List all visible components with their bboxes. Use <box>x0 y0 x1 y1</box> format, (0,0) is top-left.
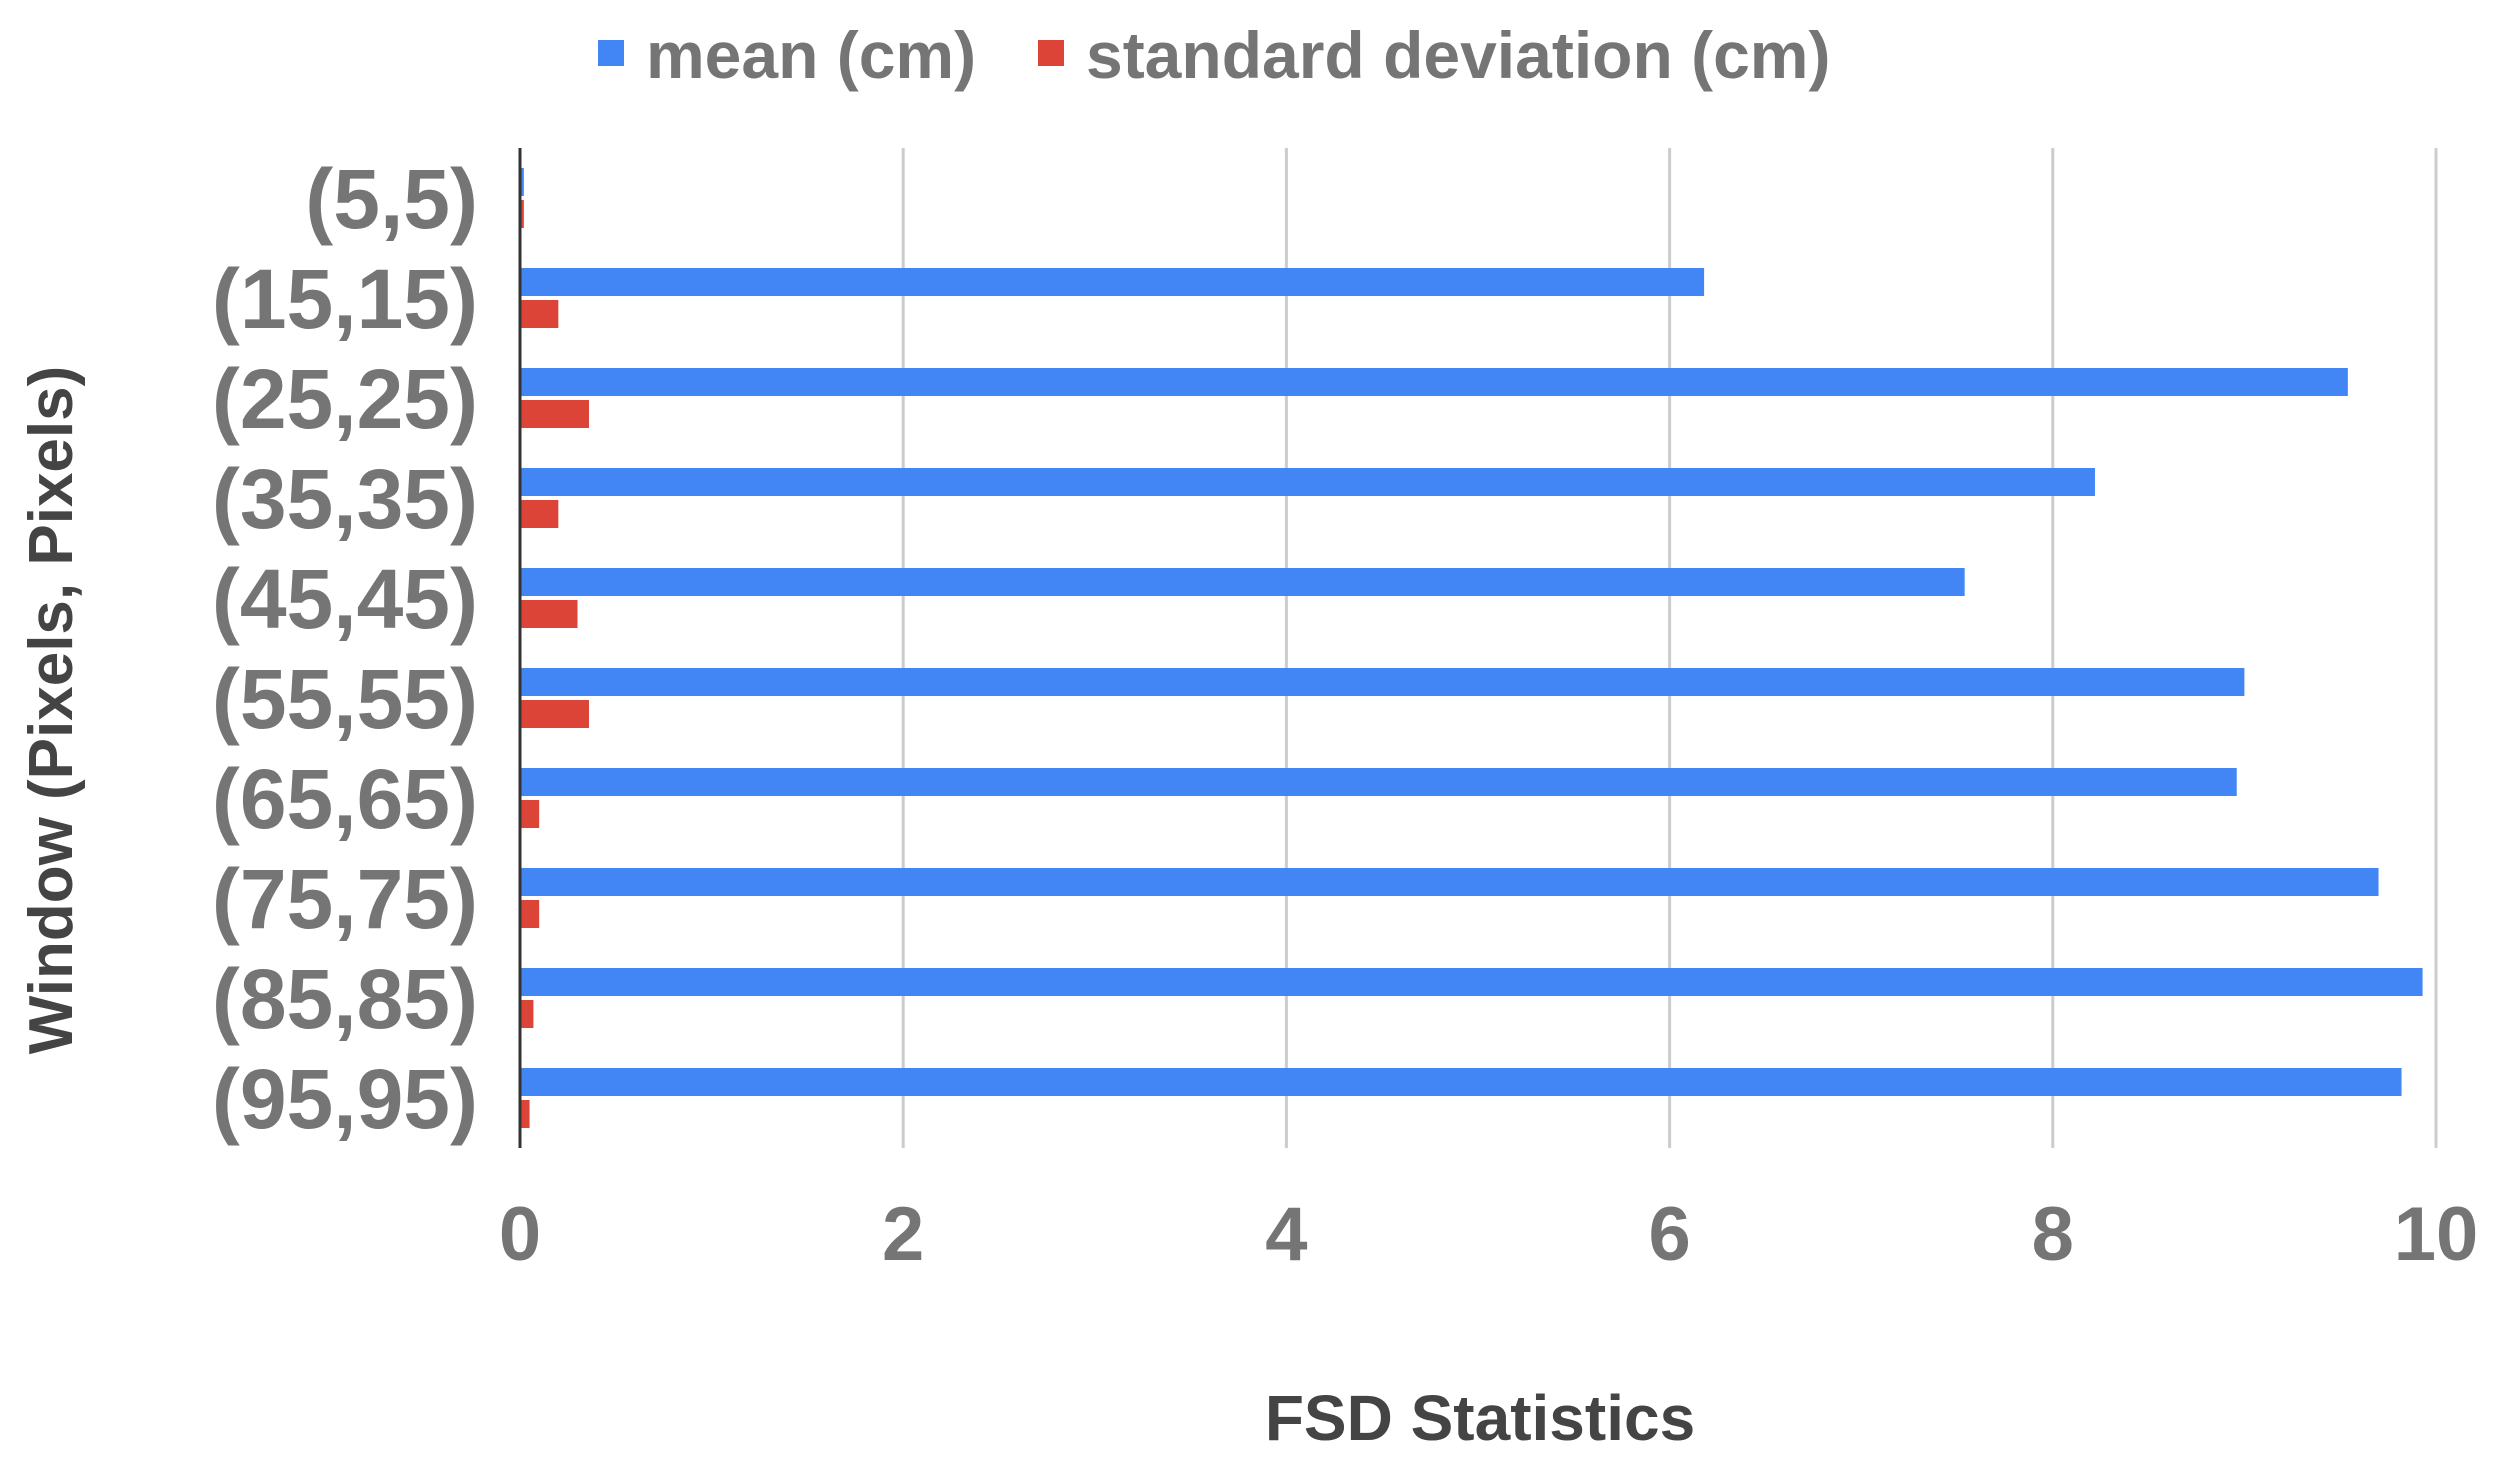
category-label: (45,45) <box>212 552 478 646</box>
legend-swatch-mean <box>598 40 624 66</box>
bar-mean-3 <box>520 468 2095 496</box>
bar-mean-4 <box>520 568 1965 596</box>
bar-std-8 <box>520 1000 534 1028</box>
category-label: (55,55) <box>212 652 478 746</box>
legend-label-mean: mean (cm) <box>646 18 976 92</box>
legend-label-standard-deviation: standard deviation (cm) <box>1086 18 1830 92</box>
bar-mean-8 <box>520 968 2423 996</box>
x-tick-label: 2 <box>882 1192 924 1277</box>
x-tick-labels: 0 2 4 6 8 10 <box>499 1192 2478 1277</box>
x-tick-label: 10 <box>2394 1192 2479 1277</box>
bar-mean-6 <box>520 768 2237 796</box>
bar-std-6 <box>520 800 540 828</box>
bar-std-0 <box>520 200 524 228</box>
bar-std-3 <box>520 500 559 528</box>
gridlines <box>901 148 2438 1148</box>
bar-mean-7 <box>520 868 2379 896</box>
category-label: (95,95) <box>212 1052 478 1146</box>
category-label: (65,65) <box>212 752 478 846</box>
x-tick-label: 8 <box>2032 1192 2074 1277</box>
x-tick-label: 6 <box>1648 1192 1690 1277</box>
bar-std-9 <box>520 1100 530 1128</box>
category-label: (5,5) <box>305 152 478 246</box>
bar-mean-5 <box>520 668 2245 696</box>
bar-std-5 <box>520 700 589 728</box>
bar-mean-1 <box>520 268 1705 296</box>
x-tick-label: 4 <box>1265 1192 1307 1277</box>
bar-std-2 <box>520 400 589 428</box>
bars <box>520 168 2423 1128</box>
legend-swatch-standard-deviation <box>1038 40 1064 66</box>
legend: mean (cm) standard deviation (cm) <box>598 18 1830 92</box>
bar-mean-2 <box>520 368 2348 396</box>
bar-std-4 <box>520 600 578 628</box>
bar-std-7 <box>520 900 540 928</box>
category-label: (75,75) <box>212 852 478 946</box>
category-labels: (5,5)(15,15)(25,25)(35,35)(45,45)(55,55)… <box>212 152 478 1146</box>
category-label: (35,35) <box>212 452 478 546</box>
bar-std-1 <box>520 300 559 328</box>
x-axis-title: FSD Statistics <box>1265 1382 1695 1454</box>
y-axis-title: Window (Pixels, Pixels) <box>17 366 86 1055</box>
bar-mean-9 <box>520 1068 2402 1096</box>
bar-mean-0 <box>520 168 524 196</box>
category-label: (15,15) <box>212 252 478 346</box>
category-label: (85,85) <box>212 952 478 1046</box>
category-label: (25,25) <box>212 352 478 446</box>
x-tick-label: 0 <box>499 1192 541 1277</box>
